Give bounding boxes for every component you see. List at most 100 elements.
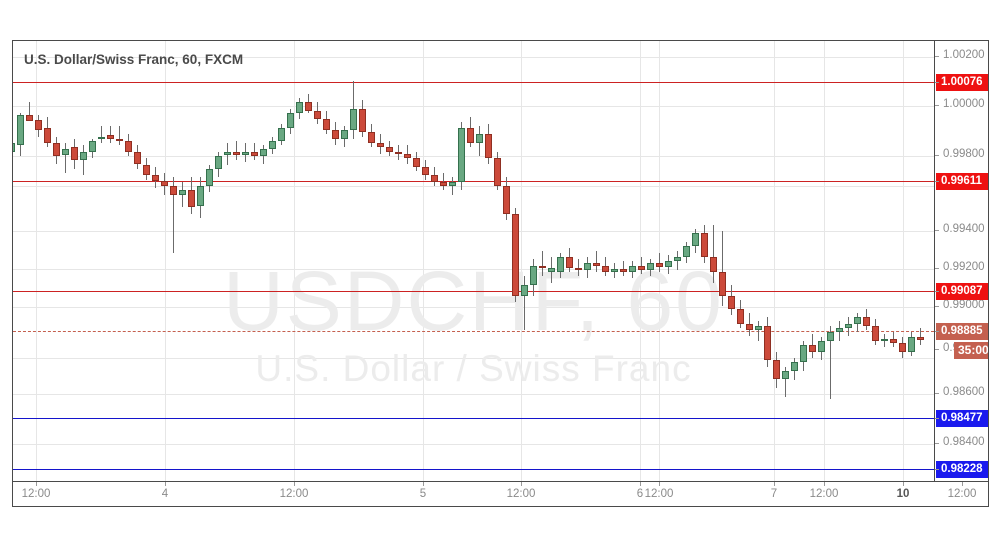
price-tick-label: 0.99200 [943,261,985,273]
candle-bullish [665,261,672,267]
candle-bearish [809,345,816,352]
time-tick-label: 4 [161,488,169,500]
candle-bearish [44,127,51,143]
candle-bullish [197,186,204,207]
candle-bullish [755,325,762,331]
time-axis[interactable]: 12:00 4 12:00 5 12:00 6 12:00 7 12:00 10 12:00 [13,481,988,506]
price-badge-0.98477[interactable]: 0.98477 [936,410,988,427]
candlestick-series [13,41,934,481]
candle-bearish [728,295,735,309]
resistance-0.99087[interactable] [13,291,934,292]
price-tick-label: 0.99000 [943,299,985,311]
candle-bearish [764,325,771,361]
time-tick-label: 12:00 [644,488,674,500]
candle-bearish [314,110,321,120]
candle-bearish [359,108,366,133]
price-badge-0.99611[interactable]: 0.99611 [936,173,988,190]
time-tick-label: 7 [770,488,778,500]
axis-tick-mark [824,482,825,486]
axis-tick-mark [935,181,939,182]
axis-tick-mark [935,418,939,419]
candle-wick [524,276,525,331]
candle-bearish [188,190,195,208]
candle-wick [920,327,921,346]
candle-wick [65,143,66,174]
axis-tick-mark [165,482,166,486]
time-tick-label: 12:00 [947,488,977,500]
axis-tick-mark [935,230,939,231]
candle-bearish [467,127,474,143]
candle-wick [236,140,237,161]
gridline-vertical [423,41,424,481]
candle-wick [542,250,543,277]
candle-bullish [278,127,285,141]
axis-tick-mark [935,155,939,156]
resistance-0.99611[interactable] [13,181,934,182]
price-tick-label: 0.99400 [943,223,985,235]
candle-bullish [791,362,798,371]
candle-bullish [692,233,699,247]
candle-bullish [224,151,231,155]
gridline-vertical [903,41,904,481]
axis-tick-mark [935,349,939,350]
candle-bearish [413,158,420,167]
candle-wick [83,145,84,176]
support-0.98477[interactable] [13,418,934,419]
axis-tick-mark [774,482,775,486]
candle-wick [452,177,453,195]
candle-bearish [323,119,330,131]
candle-wick [722,231,723,307]
chart-plot-area[interactable]: USDCHF, 60 U.S. Dollar / Swiss Franc [13,41,934,481]
current-price-0.98885[interactable] [13,331,934,332]
candle-bullish [80,151,87,161]
candle-bearish [602,265,609,272]
price-badge-1.00076[interactable]: 1.00076 [936,74,988,91]
candle-bullish [476,134,483,143]
candle-bearish [872,325,879,341]
candle-bearish [26,115,33,122]
time-tick-label: 12:00 [809,488,839,500]
price-axis[interactable]: 1.00200 1.00000 0.99800 0.99400 0.99200 0.990… [934,41,988,481]
price-tick-label: 1.00000 [943,98,985,110]
candle-bullish [179,190,186,195]
gridline-horizontal [13,156,934,157]
candle-bearish [566,256,573,268]
axis-tick-mark [935,82,939,83]
price-badge-0.98228[interactable]: 0.98228 [936,461,988,478]
gridline-horizontal [13,106,934,107]
price-badge-0.99087[interactable]: 0.99087 [936,283,988,300]
time-tick-label: 6 [636,488,644,500]
candle-bullish [674,256,681,262]
candle-bullish [458,127,465,182]
time-tick-label: 12:00 [506,488,536,500]
gridline-vertical [165,41,166,481]
candle-bullish [836,327,843,333]
candle-bearish [656,263,663,267]
candle-bearish [737,308,744,324]
price-badge-0.98885[interactable]: 0.98885 [936,323,988,340]
candle-bullish [818,340,825,352]
candle-bearish [917,336,924,340]
support-0.98228[interactable] [13,469,934,470]
axis-tick-mark [935,268,939,269]
candle-bullish [584,263,591,270]
candle-bearish [134,151,141,165]
candle-bearish [539,265,546,268]
candle-bearish [494,158,501,186]
resistance-1.00076[interactable] [13,82,934,83]
candle-bearish [890,338,897,343]
candle-bearish [575,267,582,270]
candle-bearish [251,151,258,156]
candle-bullish [449,181,456,186]
candle-bullish [269,140,276,150]
axis-tick-mark [36,482,37,486]
axis-tick-mark [294,482,295,486]
axis-tick-mark [640,482,641,486]
candle-wick [29,102,30,122]
gridline-vertical [640,41,641,481]
gridline-horizontal [13,394,934,395]
candle-bullish [296,102,303,113]
time-tick-label: 5 [419,488,427,500]
candle-bearish [431,175,438,182]
